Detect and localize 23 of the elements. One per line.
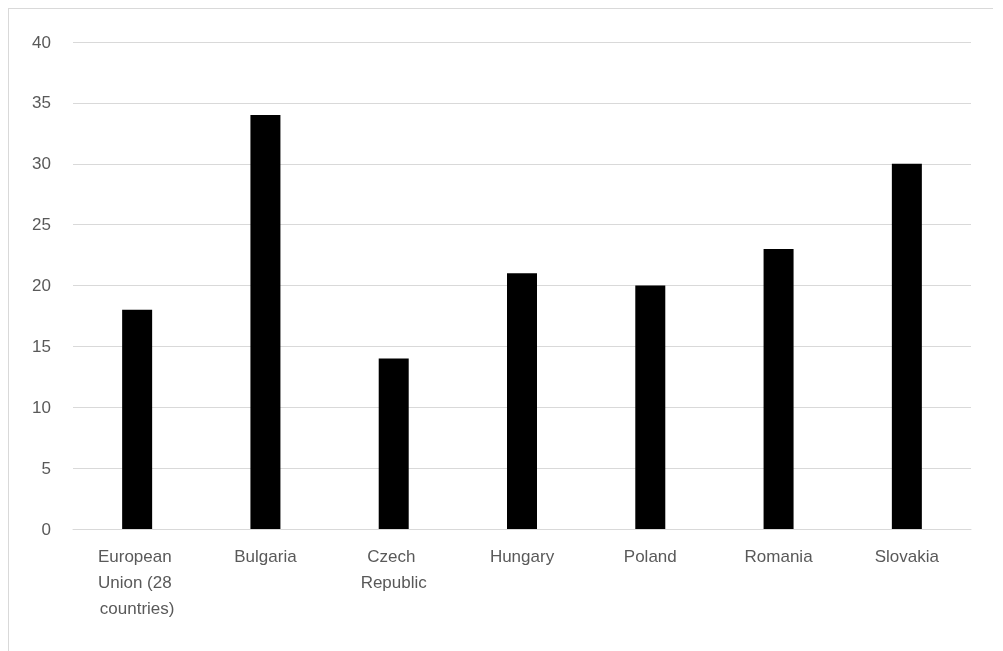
y-tick-label: 40 bbox=[32, 32, 51, 52]
bar bbox=[763, 248, 794, 529]
x-tick-label: Poland bbox=[623, 546, 677, 566]
x-tick-label: Slovakia bbox=[874, 546, 940, 566]
y-tick-label: 5 bbox=[41, 458, 51, 478]
bar bbox=[250, 115, 281, 529]
y-tick-label: 35 bbox=[32, 93, 51, 113]
x-tick-label: Hungary bbox=[489, 546, 555, 566]
x-tick-label: Bulgaria bbox=[234, 546, 298, 566]
y-tick-label: 0 bbox=[41, 519, 51, 539]
y-tick-label: 20 bbox=[32, 276, 51, 295]
x-tick-label: Romania bbox=[744, 546, 814, 566]
y-tick-label: 25 bbox=[32, 215, 51, 235]
x-tick-label: European Union (28 countries) bbox=[97, 546, 177, 618]
y-tick-label: 10 bbox=[32, 397, 51, 417]
bar bbox=[378, 358, 409, 529]
bar bbox=[122, 309, 153, 529]
y-tick-label: 15 bbox=[32, 336, 51, 356]
bar bbox=[635, 285, 666, 529]
y-tick-label: 30 bbox=[32, 154, 51, 174]
x-tick-label: Czech Republic bbox=[360, 546, 428, 592]
bar bbox=[891, 163, 922, 529]
bar bbox=[507, 273, 537, 529]
